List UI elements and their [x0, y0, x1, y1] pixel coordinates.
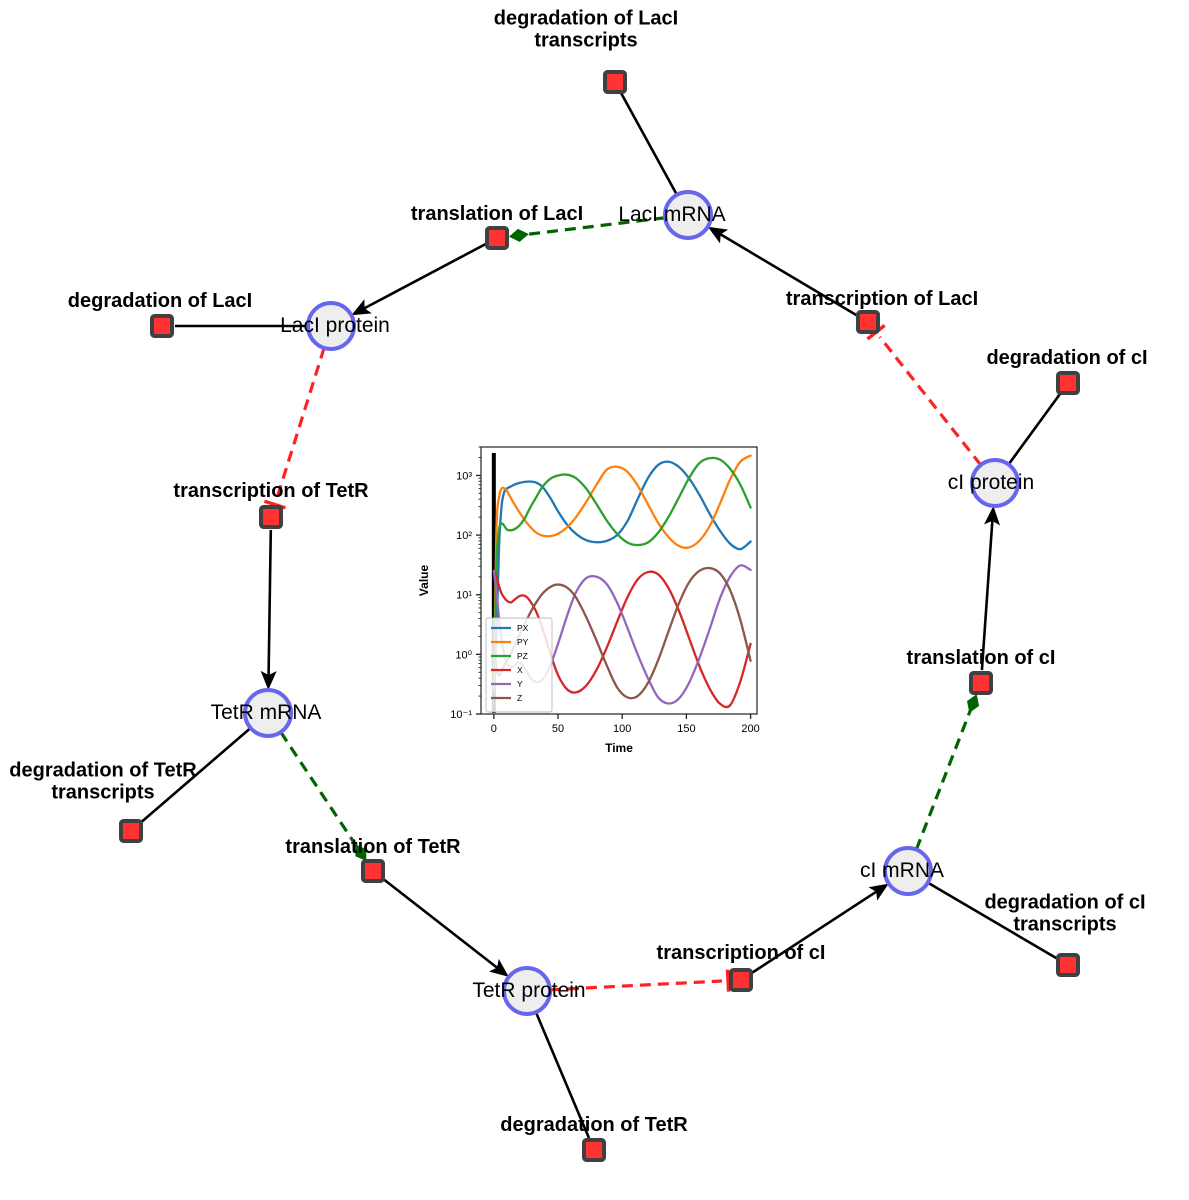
arrowhead-diamond [966, 694, 980, 713]
edge-modifier [514, 216, 666, 238]
edge-substrate [140, 727, 252, 824]
legend-label-PY: PY [517, 637, 529, 647]
reaction-node-translation_laci[interactable] [485, 226, 509, 250]
arrowhead-triangle [488, 958, 509, 977]
axis-ticks: 10⁻¹ 10⁰ 10¹ 10² 10³ 0 50 100 150 200 [450, 446, 760, 735]
series-line-PZ [492, 456, 752, 692]
y-tick-label: 10³ [456, 470, 472, 482]
chart-legend: PX PY PZ XYZ [485, 617, 553, 713]
reaction-node-deg_tetr[interactable] [582, 1138, 606, 1162]
y-tick-label: 10¹ [456, 590, 472, 602]
series-line-PX [492, 460, 752, 692]
arrowhead-diamond [508, 228, 529, 242]
y-tick-label: 10⁻¹ [450, 709, 472, 721]
legend-label-Z: Z [517, 693, 522, 703]
timecourse-plot: 10⁻¹ 10⁰ 10¹ 10² 10³ 0 50 100 150 200 PX PY PZ XYZ T… [404, 426, 770, 760]
legend-label-Y: Y [517, 679, 523, 689]
species-node-laci_protein[interactable] [306, 301, 356, 351]
edge-inhibitor [878, 335, 983, 466]
reaction-node-deg_laci[interactable] [150, 314, 174, 338]
arrowhead-triangle [984, 505, 1001, 526]
species-node-ci_mrna[interactable] [883, 846, 933, 896]
y-axis-title: Value [417, 565, 431, 597]
species-node-ci_protein[interactable] [970, 458, 1020, 508]
reaction-node-transcription_laci[interactable] [856, 310, 880, 334]
species-node-laci_mrna[interactable] [663, 190, 713, 240]
x-tick-label: 50 [552, 723, 564, 735]
reaction-node-deg_laci_transcripts[interactable] [603, 70, 627, 94]
reaction-node-translation_tetr[interactable] [361, 859, 385, 883]
edge-substrate [751, 889, 879, 974]
reaction-node-transcription_tetr[interactable] [259, 505, 283, 529]
legend-label-PZ: PZ [517, 651, 528, 661]
reaction-node-deg_ci_transcripts[interactable] [1056, 953, 1080, 977]
y-tick-label: 10² [456, 530, 472, 542]
timecourse-inset-chart: 10⁻¹ 10⁰ 10¹ 10² 10³ 0 50 100 150 200 PX PY PZ X Y Z T… [404, 426, 770, 760]
edge-modifier [914, 699, 976, 851]
edge-substrate [362, 242, 487, 311]
reaction-node-deg_tetr_transcripts[interactable] [119, 819, 143, 843]
reaction-node-transcription_ci[interactable] [729, 968, 753, 992]
edge-inhibitor [549, 979, 723, 992]
arrowhead-triangle [260, 670, 277, 691]
series-line-X [492, 569, 752, 709]
edge-substrate [927, 881, 1058, 960]
x-tick-label: 200 [741, 723, 759, 735]
x-tick-label: 100 [613, 723, 631, 735]
edge-substrate [718, 232, 858, 317]
node-layer [119, 70, 1080, 1162]
arrowhead-triangle [707, 226, 729, 244]
arrowhead-tee [725, 969, 731, 992]
x-axis-title: Time [605, 741, 633, 755]
arrowhead-diamond [355, 844, 367, 862]
edge-inhibitor [275, 347, 326, 500]
axis-titles: Time Value [417, 565, 633, 756]
series-line-PY [492, 454, 752, 692]
plot-border [480, 446, 758, 715]
reaction-node-translation_ci[interactable] [969, 671, 993, 695]
x-tick-label: 150 [677, 723, 695, 735]
arrowhead-triangle [868, 883, 889, 901]
species-node-tetr_mrna[interactable] [243, 688, 293, 738]
edge-layer [140, 92, 1062, 1139]
legend-label-X: X [517, 665, 523, 675]
x-tick-label: 0 [491, 723, 497, 735]
y-tick-label: 10⁰ [455, 649, 472, 661]
edge-substrate [980, 518, 994, 671]
inset-background [404, 426, 770, 760]
edge-modifier [279, 731, 365, 857]
edge-substrate [267, 529, 273, 678]
reaction-node-deg_ci[interactable] [1056, 371, 1080, 395]
edge-substrate [534, 1011, 591, 1139]
edge-substrate [1007, 392, 1062, 466]
species-node-tetr_protein[interactable] [502, 966, 552, 1016]
edge-substrate [382, 877, 500, 970]
plot-frame [480, 446, 758, 715]
legend-label-PX: PX [517, 623, 529, 633]
edge-substrate [620, 92, 679, 196]
arrowhead-triangle [351, 299, 372, 316]
